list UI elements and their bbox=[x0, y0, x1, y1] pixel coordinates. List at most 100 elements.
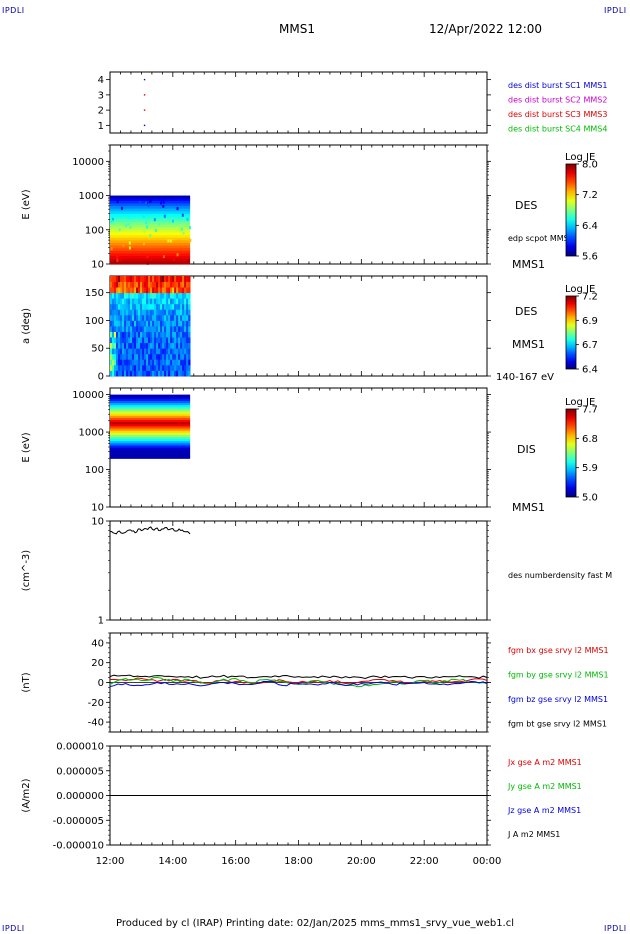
pitch-cell bbox=[180, 314, 183, 321]
pitch-cell bbox=[150, 359, 153, 366]
spectrogram-cell bbox=[128, 241, 131, 245]
pitch-cell bbox=[152, 281, 155, 288]
pitch-cell bbox=[116, 320, 119, 327]
pitch-cell bbox=[138, 303, 141, 310]
spectrogram-cell bbox=[128, 215, 131, 219]
pitch-cell bbox=[148, 331, 151, 338]
pitch-cell bbox=[164, 370, 167, 377]
spectrogram-cell bbox=[110, 411, 191, 415]
pitch-cell bbox=[138, 348, 141, 355]
pitch-cell bbox=[166, 337, 169, 344]
pitch-cell bbox=[174, 298, 177, 305]
pitch-cell bbox=[172, 320, 175, 327]
pitch-cell bbox=[124, 314, 127, 321]
pitch-cell bbox=[184, 359, 187, 366]
pitch-cell bbox=[124, 331, 127, 338]
pitch-cell bbox=[144, 353, 147, 360]
spectrogram-cell bbox=[110, 451, 191, 455]
pitch-cell bbox=[152, 298, 155, 305]
pitch-cell bbox=[132, 326, 135, 332]
pitch-cell bbox=[140, 364, 143, 371]
pitch-cell bbox=[166, 359, 169, 366]
pitch-cell bbox=[156, 364, 159, 371]
pitch-cell bbox=[170, 287, 173, 294]
pitch-cell bbox=[188, 359, 191, 366]
pitch-cell bbox=[128, 292, 131, 299]
pitch-cell bbox=[186, 342, 189, 349]
pitch-cell bbox=[172, 309, 175, 316]
pitch-cell bbox=[172, 281, 175, 288]
pitch-cell bbox=[174, 348, 177, 355]
pitch-cell bbox=[132, 370, 135, 377]
pitch-cell bbox=[118, 348, 121, 355]
pitch-cell bbox=[168, 276, 171, 282]
pitch-cell bbox=[134, 276, 137, 282]
energy-range-label: 140-167 eV bbox=[496, 372, 554, 383]
spectrogram-cell bbox=[110, 245, 191, 249]
pitch-cell bbox=[142, 348, 145, 355]
spectrogram-cell bbox=[116, 196, 119, 200]
pitch-cell bbox=[140, 276, 143, 282]
pitch-cell bbox=[150, 320, 153, 327]
species-label-des-pitch: DES bbox=[515, 305, 537, 318]
pitch-cell bbox=[152, 292, 155, 299]
pitch-cell bbox=[142, 353, 145, 360]
pitch-cell bbox=[140, 287, 143, 294]
pitch-cell bbox=[176, 364, 179, 371]
pitch-cell bbox=[180, 337, 183, 344]
pitch-cell bbox=[164, 281, 167, 288]
pitch-cell bbox=[126, 353, 129, 360]
pitch-cell bbox=[138, 309, 141, 316]
pitch-cell bbox=[136, 314, 139, 321]
spectrogram-cell bbox=[122, 243, 125, 247]
spectrogram-cell bbox=[158, 223, 161, 227]
pitch-cell bbox=[116, 342, 119, 349]
pitch-cell bbox=[114, 314, 117, 321]
pitch-cell bbox=[184, 281, 187, 288]
pitch-cell bbox=[146, 287, 149, 294]
pitch-cell bbox=[118, 326, 121, 332]
pitch-cell bbox=[112, 281, 115, 288]
pitch-cell bbox=[128, 364, 131, 371]
pitch-cell bbox=[182, 359, 185, 366]
pitch-cell bbox=[130, 331, 133, 338]
pitch-cell bbox=[162, 370, 165, 377]
pitch-cell bbox=[124, 320, 127, 327]
x-tick-label: 12:00 bbox=[96, 856, 125, 867]
pitch-cell bbox=[180, 320, 183, 327]
pitch-cell bbox=[160, 320, 163, 327]
spectrogram-cell bbox=[119, 257, 122, 261]
pitch-cell bbox=[112, 353, 115, 360]
pitch-cell bbox=[130, 314, 133, 321]
pitch-cell bbox=[168, 331, 171, 338]
y-tick-label-des_energy: 100 bbox=[85, 225, 104, 236]
pitch-cell bbox=[146, 314, 149, 321]
burst-marker bbox=[143, 124, 146, 127]
pitch-cell bbox=[178, 287, 181, 294]
pitch-cell bbox=[138, 331, 141, 338]
pitch-cell bbox=[124, 348, 127, 355]
pitch-cell bbox=[118, 359, 121, 366]
pitch-cell bbox=[128, 348, 131, 355]
spectrogram-cell bbox=[163, 214, 166, 218]
y-axis-label-dis_energy: E (eV) bbox=[21, 432, 32, 462]
pitch-cell bbox=[176, 314, 179, 321]
pitch-cell bbox=[146, 370, 149, 377]
pitch-cell bbox=[148, 370, 151, 377]
y-tick-label-dis_energy: 100 bbox=[85, 465, 104, 476]
pitch-cell bbox=[138, 359, 141, 366]
pitch-cell bbox=[148, 281, 151, 288]
pitch-cell bbox=[124, 309, 127, 316]
species-label-dis: DIS bbox=[517, 443, 536, 456]
pitch-cell bbox=[168, 359, 171, 366]
pitch-cell bbox=[142, 298, 145, 305]
pitch-cell bbox=[110, 370, 113, 377]
pitch-cell bbox=[128, 303, 131, 310]
pitch-cell bbox=[116, 337, 119, 344]
pitch-cell bbox=[132, 281, 135, 288]
pitch-cell bbox=[124, 370, 127, 377]
pitch-cell bbox=[182, 314, 185, 321]
spectrogram-cell bbox=[110, 211, 191, 215]
density-line bbox=[109, 526, 191, 535]
pitch-cell bbox=[156, 326, 159, 332]
